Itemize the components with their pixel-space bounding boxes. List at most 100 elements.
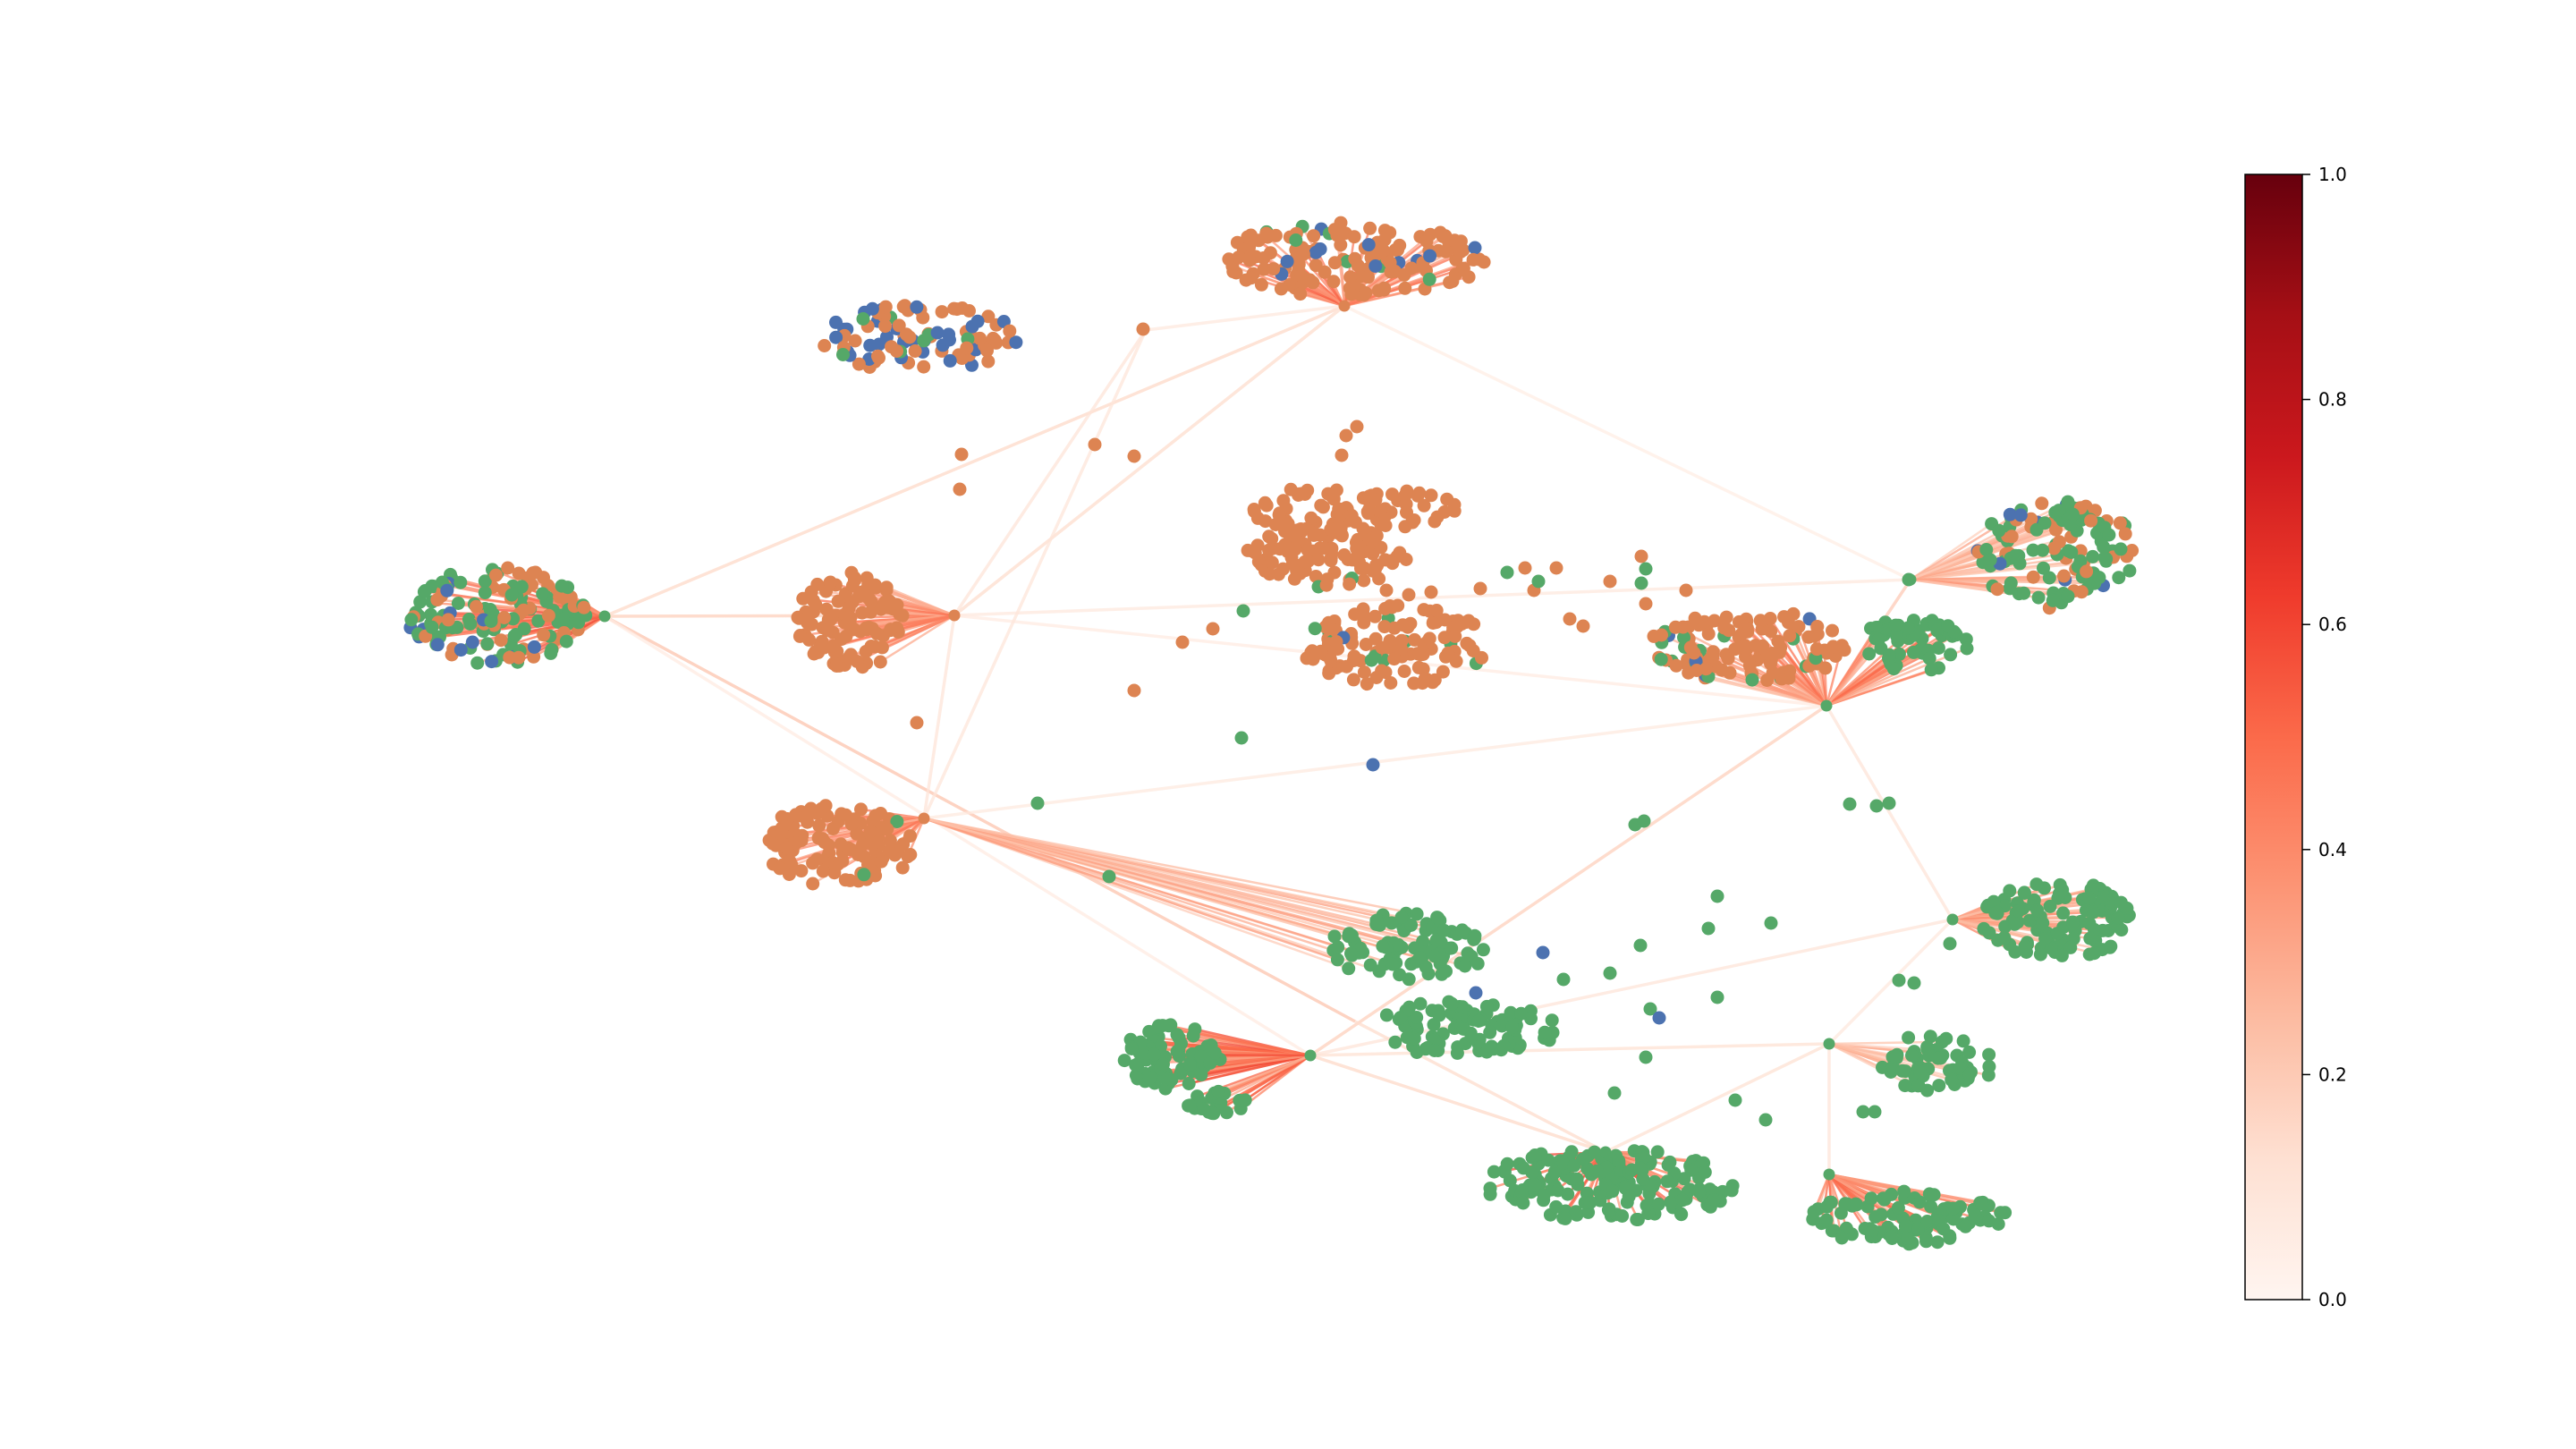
graph-node <box>1548 1165 1562 1179</box>
graph-node <box>1946 913 1959 926</box>
graph-node <box>829 330 843 344</box>
graph-node <box>1651 1197 1665 1211</box>
colorbar-tick-label: 0.6 <box>2318 614 2347 635</box>
graph-node <box>1360 677 1374 691</box>
edge <box>604 304 1345 618</box>
graph-node <box>1471 1014 1486 1028</box>
graph-node <box>1350 419 1364 434</box>
graph-node <box>895 860 910 875</box>
graph-node <box>1131 1072 1145 1086</box>
graph-node <box>2036 916 2050 930</box>
graph-node <box>1835 1231 1849 1245</box>
graph-node <box>823 575 837 589</box>
graph-node <box>404 613 419 627</box>
graph-node <box>806 593 820 607</box>
graph-node <box>2061 589 2075 604</box>
graph-node <box>1384 676 1398 690</box>
graph-node <box>1383 256 1397 269</box>
colorbar-gradient <box>2244 174 2303 1301</box>
graph-node <box>910 716 924 730</box>
graph-node <box>2038 931 2053 945</box>
graph-node <box>1394 911 1409 925</box>
edge <box>953 329 1148 616</box>
graph-node <box>1351 545 1365 559</box>
graph-node <box>1707 614 1722 628</box>
graph-node <box>512 650 526 665</box>
graph-node <box>1901 1231 1915 1245</box>
graph-node <box>965 358 979 372</box>
graph-node <box>2063 940 2078 954</box>
graph-node <box>1377 283 1391 297</box>
graph-node <box>1445 941 1459 955</box>
edge <box>922 614 956 819</box>
graph-node <box>1749 639 1763 653</box>
graph-node <box>886 602 900 616</box>
graph-node <box>1373 504 1387 518</box>
graph-node <box>489 568 503 582</box>
graph-node <box>2017 886 2031 900</box>
graph-node <box>1674 1207 1688 1221</box>
graph-node <box>1710 990 1724 1004</box>
graph-node <box>1462 639 1477 653</box>
graph-node <box>1664 1195 1678 1209</box>
edge <box>604 614 1356 1023</box>
graph-node <box>1684 1163 1699 1177</box>
graph-node <box>2120 901 2134 915</box>
graph-node <box>2044 941 2058 955</box>
graph-node <box>1410 1046 1424 1059</box>
graph-node <box>1295 270 1309 284</box>
graph-node <box>806 877 820 891</box>
edge <box>923 817 1466 968</box>
graph-node <box>1293 287 1308 301</box>
graph-node <box>1445 275 1460 288</box>
graph-node <box>1545 1013 1559 1028</box>
graph-node <box>1124 1042 1139 1055</box>
graph-node <box>1301 544 1315 557</box>
graph-node <box>1412 486 1427 500</box>
graph-node <box>981 354 996 369</box>
edge <box>879 614 955 664</box>
graph-node <box>1296 247 1310 261</box>
graph-node <box>878 319 893 334</box>
graph-node <box>1603 966 1617 980</box>
graph-node <box>1936 1222 1951 1236</box>
graph-node <box>1197 1102 1211 1116</box>
colorbar-tick-label: 0.4 <box>2318 839 2347 860</box>
graph-node <box>1567 1158 1581 1173</box>
graph-node <box>1379 1008 1394 1022</box>
graph-node <box>1378 519 1393 532</box>
graph-node <box>497 611 512 624</box>
edge <box>923 817 1335 952</box>
graph-node <box>1871 632 1885 647</box>
graph-node <box>531 614 546 628</box>
graph-node <box>1907 645 1920 659</box>
graph-node <box>1764 916 1778 930</box>
graph-node <box>1876 1060 1889 1074</box>
graph-node <box>1634 576 1648 590</box>
graph-node <box>1913 1065 1928 1080</box>
graph-node <box>1920 1215 1935 1228</box>
graph-node <box>878 300 893 314</box>
graph-node <box>1888 618 1902 632</box>
graph-node <box>842 610 856 624</box>
graph-node <box>890 344 903 358</box>
graph-node <box>2026 570 2040 584</box>
graph-node <box>2029 522 2044 537</box>
graph-node <box>1309 258 1323 273</box>
graph-node <box>1531 574 1546 589</box>
graph-node <box>453 643 468 657</box>
graph-node <box>1663 1155 1677 1169</box>
graph-node <box>1307 528 1321 542</box>
edge <box>953 304 1346 617</box>
graph-node <box>555 612 570 626</box>
graph-node <box>1379 583 1394 597</box>
graph-node <box>1234 731 1249 745</box>
graph-node <box>1495 1019 1509 1033</box>
graph-node <box>1183 1098 1197 1113</box>
graph-node <box>430 593 445 607</box>
graph-node <box>1347 230 1361 244</box>
graph-node <box>1441 648 1455 662</box>
graph-node <box>1142 1071 1157 1085</box>
edge <box>1825 705 1954 920</box>
edge <box>923 817 1418 916</box>
